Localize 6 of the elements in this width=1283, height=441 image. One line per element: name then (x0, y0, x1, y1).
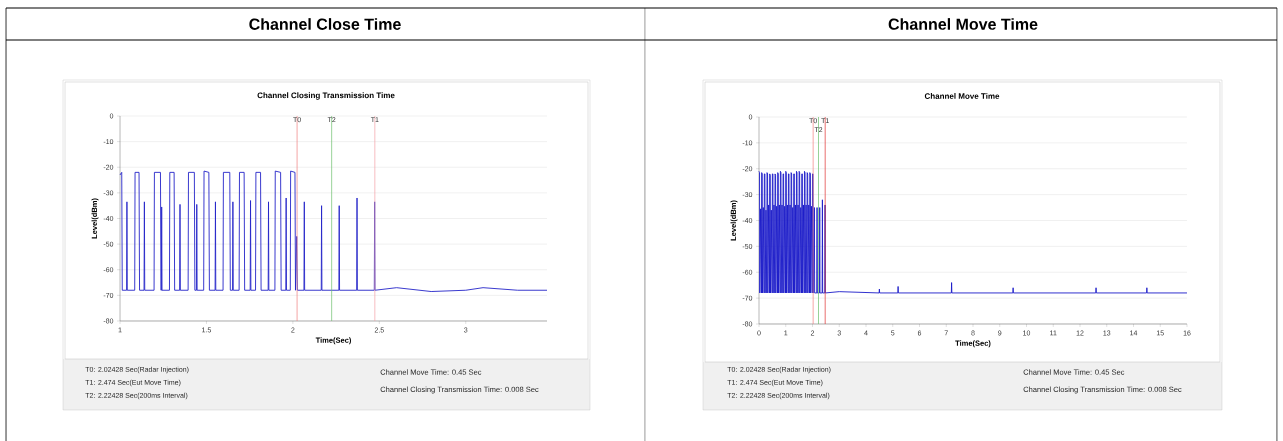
line-series (758, 170, 1188, 294)
chart-title: Channel Move Time (888, 18, 1038, 30)
chart-subtitle: Channel Closing Transmission Time (257, 92, 395, 100)
line-series (119, 170, 548, 292)
chart-subtitle: Channel Move Time (924, 93, 1000, 99)
chart-title: Channel Close Time (249, 18, 401, 30)
